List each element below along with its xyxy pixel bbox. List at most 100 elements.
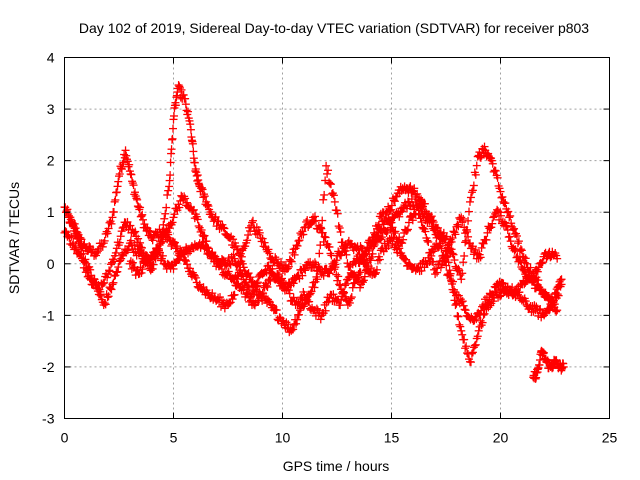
- data-point: [115, 172, 123, 181]
- data-point: [341, 279, 350, 288]
- data-point: [460, 335, 469, 344]
- data-point: [138, 265, 147, 274]
- data-point: [268, 301, 277, 310]
- data-point: [99, 301, 108, 310]
- data-point: [366, 238, 375, 247]
- data-point: [334, 272, 343, 281]
- data-point: [477, 243, 486, 252]
- data-point: [346, 268, 355, 277]
- data-point: [312, 304, 321, 313]
- data-point: [553, 254, 562, 263]
- axis-ticks: [64, 57, 610, 419]
- data-point: [130, 228, 139, 237]
- data-point: [295, 236, 304, 245]
- data-point: [496, 211, 505, 220]
- data-point: [216, 260, 225, 269]
- data-point: [305, 297, 314, 306]
- data-point: [184, 107, 193, 116]
- data-point: [226, 260, 235, 269]
- data-point: [179, 90, 188, 99]
- data-point: [456, 270, 465, 279]
- data-point: [363, 243, 372, 252]
- data-point: [136, 238, 145, 247]
- data-point: [513, 239, 522, 248]
- data-point: [520, 258, 529, 267]
- data-point: [105, 218, 114, 227]
- data-point: [413, 203, 422, 212]
- data-point: [454, 312, 463, 321]
- data-point: [444, 245, 453, 254]
- x-axis-label: GPS time / hours: [283, 458, 390, 474]
- data-point: [170, 210, 179, 219]
- data-point: [287, 326, 296, 335]
- data-series: [60, 81, 566, 337]
- data-point: [362, 250, 371, 259]
- data-point: [506, 211, 515, 220]
- data-point: [389, 196, 398, 205]
- data-point: [166, 171, 175, 180]
- data-point: [450, 296, 459, 305]
- data-point: [494, 207, 503, 216]
- data-point: [536, 285, 545, 294]
- data-point: [559, 362, 568, 371]
- data-point: [552, 307, 561, 316]
- data-point: [100, 236, 109, 245]
- data-point: [352, 275, 361, 284]
- x-tick-label: 15: [384, 430, 400, 446]
- data-point: [148, 252, 157, 261]
- data-point: [427, 251, 436, 260]
- data-point: [321, 176, 330, 185]
- data-point: [188, 139, 197, 148]
- data-point: [325, 178, 334, 187]
- data-point: [390, 229, 399, 238]
- data-point: [461, 238, 470, 247]
- data-point: [175, 203, 184, 212]
- data-point: [358, 278, 367, 287]
- data-point: [329, 261, 338, 270]
- data-point: [349, 279, 358, 288]
- data-point: [156, 239, 165, 248]
- data-point: [163, 259, 172, 268]
- data-point: [181, 94, 190, 103]
- data-point: [204, 244, 213, 253]
- data-point: [551, 288, 560, 297]
- data-point: [553, 306, 562, 315]
- data-point: [294, 310, 303, 319]
- data-point: [464, 216, 473, 225]
- data-point: [398, 239, 407, 248]
- data-point: [361, 249, 370, 258]
- data-point: [113, 182, 122, 191]
- data-point: [290, 250, 299, 259]
- data-point: [104, 224, 113, 233]
- data-point: [371, 270, 380, 279]
- data-point: [168, 218, 177, 227]
- data-point: [166, 219, 175, 228]
- data-point: [137, 268, 146, 277]
- data-point: [474, 326, 483, 335]
- data-point: [135, 269, 144, 278]
- data-point: [439, 254, 448, 263]
- data-point: [126, 257, 135, 266]
- data-point: [353, 252, 362, 261]
- data-point: [292, 241, 301, 250]
- data-point: [186, 120, 195, 129]
- data-point: [447, 277, 456, 286]
- data-point: [399, 235, 408, 244]
- data-point: [285, 289, 294, 298]
- data-point: [330, 265, 339, 274]
- data-point: [315, 249, 324, 258]
- data-point: [101, 300, 110, 309]
- data-point: [69, 239, 78, 248]
- data-point: [185, 264, 194, 273]
- data-point: [163, 190, 172, 199]
- data-point: [534, 263, 543, 272]
- data-point: [140, 220, 149, 229]
- data-point: [169, 237, 178, 246]
- data-point: [345, 298, 354, 307]
- data-point: [493, 173, 502, 182]
- data-point: [161, 209, 170, 218]
- data-point: [318, 228, 327, 237]
- data-point: [557, 275, 566, 284]
- data-point: [183, 260, 192, 269]
- data-point: [488, 219, 497, 228]
